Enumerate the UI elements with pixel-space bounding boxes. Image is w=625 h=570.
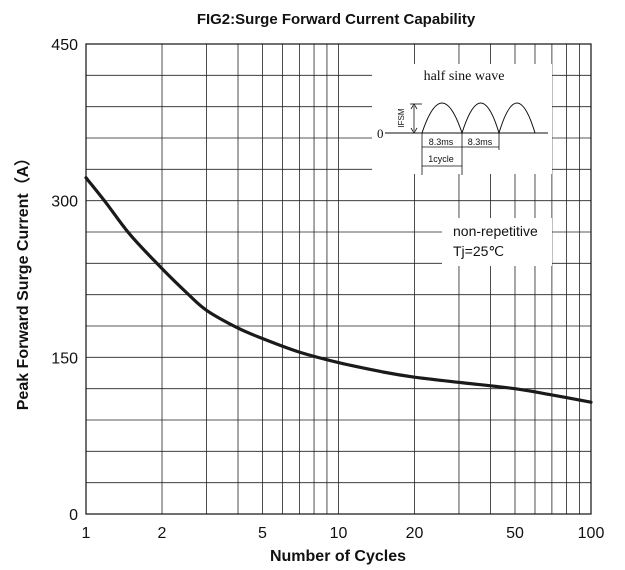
inset-title: half sine wave: [424, 69, 505, 84]
x-tick-label: 10: [330, 525, 348, 542]
y-axis-label: Peak Forward Surge Current（A）: [14, 150, 32, 411]
inset-period-markers: [421, 133, 500, 175]
x-tick-label: 2: [158, 525, 167, 542]
plot-frame: [85, 43, 592, 515]
x-tick-labels: 1 2 5 10 20 50 100: [82, 525, 605, 542]
y-tick-label: 150: [51, 350, 78, 367]
y-tick-label: 300: [51, 194, 78, 211]
x-axis-label: Number of Cycles: [270, 548, 406, 565]
inset-period-label-2: 8.3ms: [468, 137, 493, 147]
condition-annotation: non-repetitive Tj=25℃: [442, 218, 552, 266]
annotation-temperature: Tj=25℃: [453, 243, 504, 259]
chart-title: FIG2:Surge Forward Current Capability: [197, 11, 476, 28]
inset-half-sine-waves: [421, 102, 536, 135]
inset-ifsm-label: IFSM: [397, 108, 406, 127]
y-tick-label: 0: [69, 507, 78, 524]
x-tick-label: 20: [406, 525, 424, 542]
x-tick-label: 5: [258, 525, 267, 542]
annotation-background: [442, 218, 552, 266]
x-tick-label: 1: [82, 525, 91, 542]
inset-zero-label: 0: [377, 126, 384, 141]
inset-cycle-label: 1cycle: [428, 154, 454, 164]
x-tick-label: 50: [506, 525, 524, 542]
waveform-inset: half sine wave 0 IFSM 8.3ms 8.3ms 1cycle: [372, 64, 552, 175]
surge-current-curve: [84, 176, 593, 404]
series-layer: [84, 176, 593, 404]
y-tick-label: 450: [51, 37, 78, 54]
inset-period-label-1: 8.3ms: [429, 137, 454, 147]
x-tick-label: 100: [578, 525, 605, 542]
y-tick-labels: 0 150 300 450: [51, 37, 78, 524]
annotation-non-repetitive: non-repetitive: [453, 223, 538, 239]
